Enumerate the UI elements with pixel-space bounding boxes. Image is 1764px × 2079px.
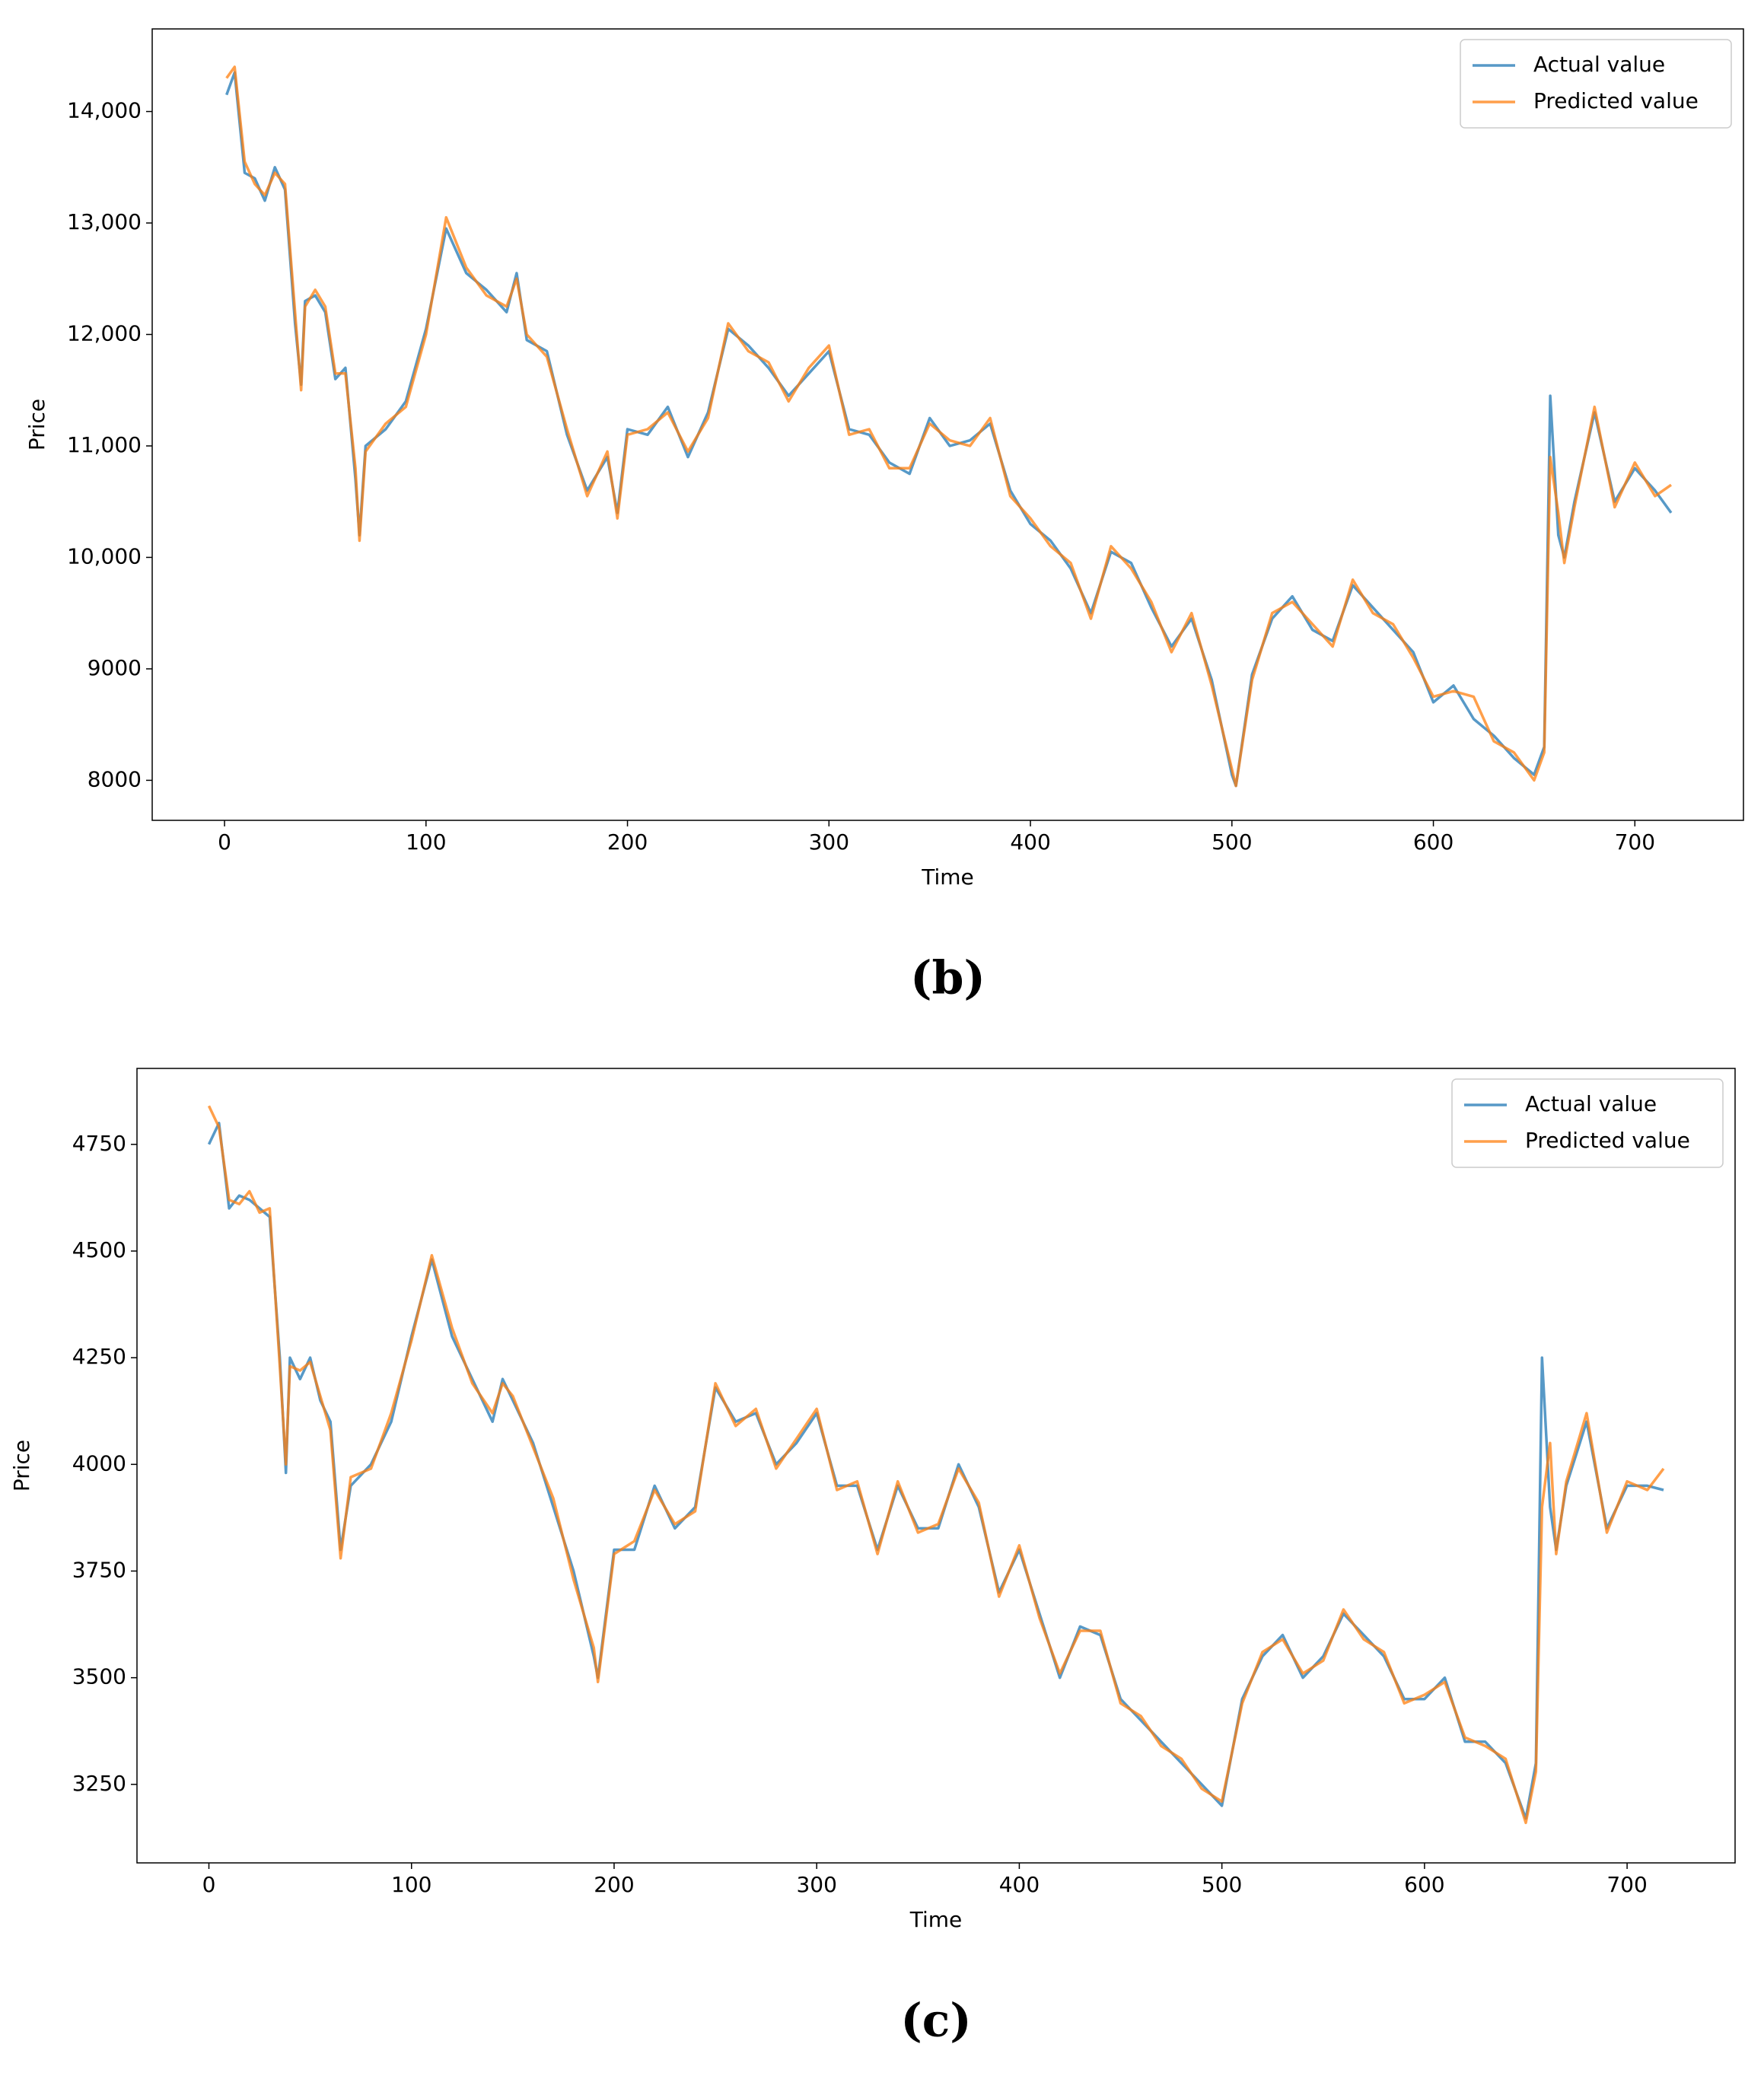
- legend-label: Actual value: [1525, 1091, 1657, 1116]
- panel-label: (c): [900, 1995, 971, 2048]
- legend-label: Actual value: [1533, 52, 1665, 77]
- x-tick-label: 700: [1606, 1872, 1647, 1897]
- y-tick-label: 9000: [88, 655, 142, 680]
- x-tick-label: 400: [1010, 829, 1050, 855]
- x-tick-label: 500: [1202, 1872, 1242, 1897]
- x-axis-label: Time: [909, 1907, 963, 1932]
- y-tick-label: 3250: [72, 1771, 126, 1796]
- x-tick-label: 400: [999, 1872, 1040, 1897]
- y-tick-label: 4500: [72, 1237, 126, 1262]
- y-tick-label: 13,000: [67, 209, 142, 234]
- data-line: [225, 71, 1673, 788]
- x-tick-label: 100: [391, 1872, 431, 1897]
- x-tick-label: 700: [1615, 829, 1655, 855]
- x-tick-label: 0: [202, 1872, 216, 1897]
- x-tick-label: 600: [1404, 1872, 1444, 1897]
- x-tick-label: 200: [594, 1872, 634, 1897]
- y-tick-label: 3500: [72, 1664, 126, 1689]
- x-tick-label: 0: [218, 829, 231, 855]
- x-tick-label: 200: [607, 829, 648, 855]
- x-tick-label: 300: [809, 829, 849, 855]
- y-tick-label: 11,000: [67, 432, 142, 457]
- y-axis-label: Price: [24, 399, 49, 451]
- y-tick-label: 8000: [88, 766, 142, 791]
- x-tick-label: 600: [1413, 829, 1454, 855]
- y-tick-label: 4250: [72, 1344, 126, 1369]
- data-line: [225, 65, 1672, 788]
- panel-label: (b): [910, 952, 985, 1005]
- data-line: [207, 1122, 1664, 1820]
- y-tick-label: 12,000: [67, 320, 142, 345]
- data-line: [207, 1105, 1665, 1825]
- plot-frame: [136, 1068, 1736, 1864]
- x-tick-label: 300: [796, 1872, 836, 1897]
- legend-label: Predicted value: [1533, 88, 1699, 113]
- y-tick-label: 3750: [72, 1557, 126, 1582]
- plot-frame: [151, 28, 1744, 821]
- legend-box: [1451, 1078, 1724, 1168]
- x-tick-label: 100: [406, 829, 446, 855]
- y-tick-label: 10,000: [67, 543, 142, 568]
- x-axis-label: Time: [921, 864, 974, 890]
- legend-box: [1460, 39, 1732, 129]
- y-axis-label: Price: [9, 1440, 34, 1492]
- x-tick-label: 500: [1212, 829, 1252, 855]
- y-tick-label: 4750: [72, 1131, 126, 1156]
- y-tick-label: 14,000: [67, 98, 142, 123]
- y-tick-label: 4000: [72, 1450, 126, 1476]
- legend-label: Predicted value: [1525, 1128, 1690, 1153]
